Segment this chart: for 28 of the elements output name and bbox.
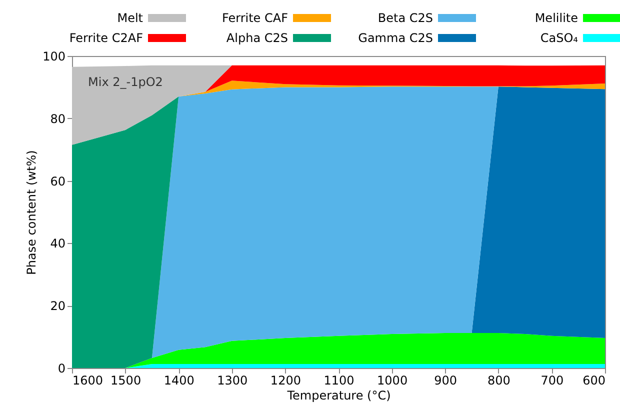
x-tick-label: 1200: [270, 374, 301, 388]
x-tick-label: 1300: [217, 374, 248, 388]
y-axis-title: Phase content (wt%): [24, 150, 39, 275]
legend-label: Melilite: [534, 11, 578, 25]
legend-label: Ferrite C2AF: [69, 31, 144, 45]
x-tick-label: 1600: [72, 374, 104, 388]
y-tick-label: 20: [50, 299, 66, 314]
x-axis-title: Temperature (°C): [286, 388, 391, 402]
y-tick-label: 60: [50, 174, 66, 188]
x-tick-label: 1500: [110, 374, 142, 388]
x-tick-label: 800: [487, 374, 510, 388]
legend-label: Gamma C2S: [358, 31, 433, 45]
x-tick-label: 600: [582, 374, 606, 388]
legend-label: Alpha C2S: [226, 31, 288, 45]
legend-label: Beta C2S: [378, 11, 433, 25]
annotation: Mix 2_-1pO2: [88, 75, 163, 89]
x-tick-label: 700: [540, 374, 564, 388]
y-tick-label: 0: [58, 362, 66, 376]
y-tick-label: 100: [42, 50, 66, 64]
y-tick-label: 40: [50, 236, 66, 251]
x-tick-label: 1400: [164, 374, 194, 388]
legend-label: Ferrite CAF: [222, 11, 288, 25]
x-tick-label: 1000: [377, 374, 408, 388]
y-tick-label: 80: [50, 112, 66, 126]
x-tick-label: 1100: [324, 374, 354, 388]
x-tick-label: 900: [434, 374, 458, 388]
legend-label: CaSO₄: [540, 31, 578, 45]
legend-label: Melt: [117, 11, 144, 25]
